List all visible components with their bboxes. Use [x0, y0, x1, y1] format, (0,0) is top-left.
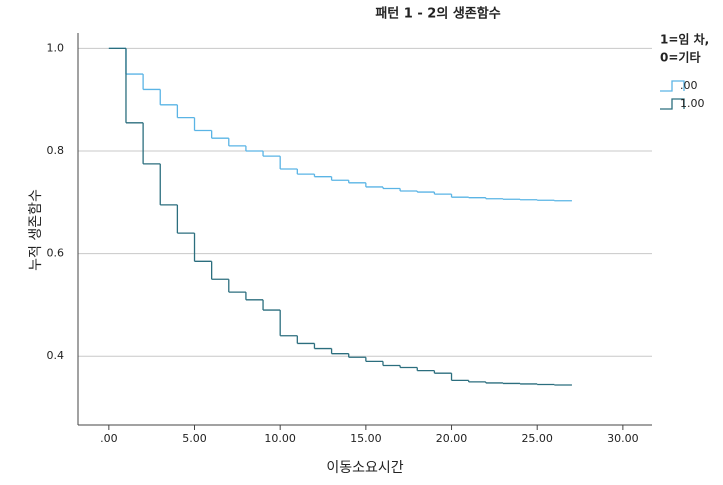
legend-swatch	[660, 98, 685, 110]
x-axis-label: 이동소요시간	[326, 460, 403, 476]
chart-title: 패턴 1 - 2의 생존함수	[375, 6, 500, 22]
x-tick-label: 15.00	[350, 432, 382, 445]
legend-title: 1=임 차,	[660, 32, 709, 47]
legend-title: 0=기타	[660, 50, 701, 65]
x-tick-label: 30.00	[607, 432, 639, 445]
legend-swatch	[660, 80, 685, 92]
x-tick-label: 20.00	[436, 432, 468, 445]
x-tick-label: .00	[100, 432, 118, 445]
y-tick-label: 0.4	[47, 349, 65, 362]
x-tick-label: 10.00	[264, 432, 296, 445]
x-tick-label: 25.00	[521, 432, 553, 445]
x-tick-label: 5.00	[182, 432, 207, 445]
legend-label: 1.00	[680, 97, 705, 110]
y-tick-label: 1.0	[47, 41, 65, 54]
y-tick-label: 0.8	[47, 144, 65, 157]
legend-label: .00	[680, 79, 698, 92]
y-axis-label: 누적 생존함수	[28, 189, 44, 271]
y-tick-label: 0.6	[47, 247, 65, 260]
